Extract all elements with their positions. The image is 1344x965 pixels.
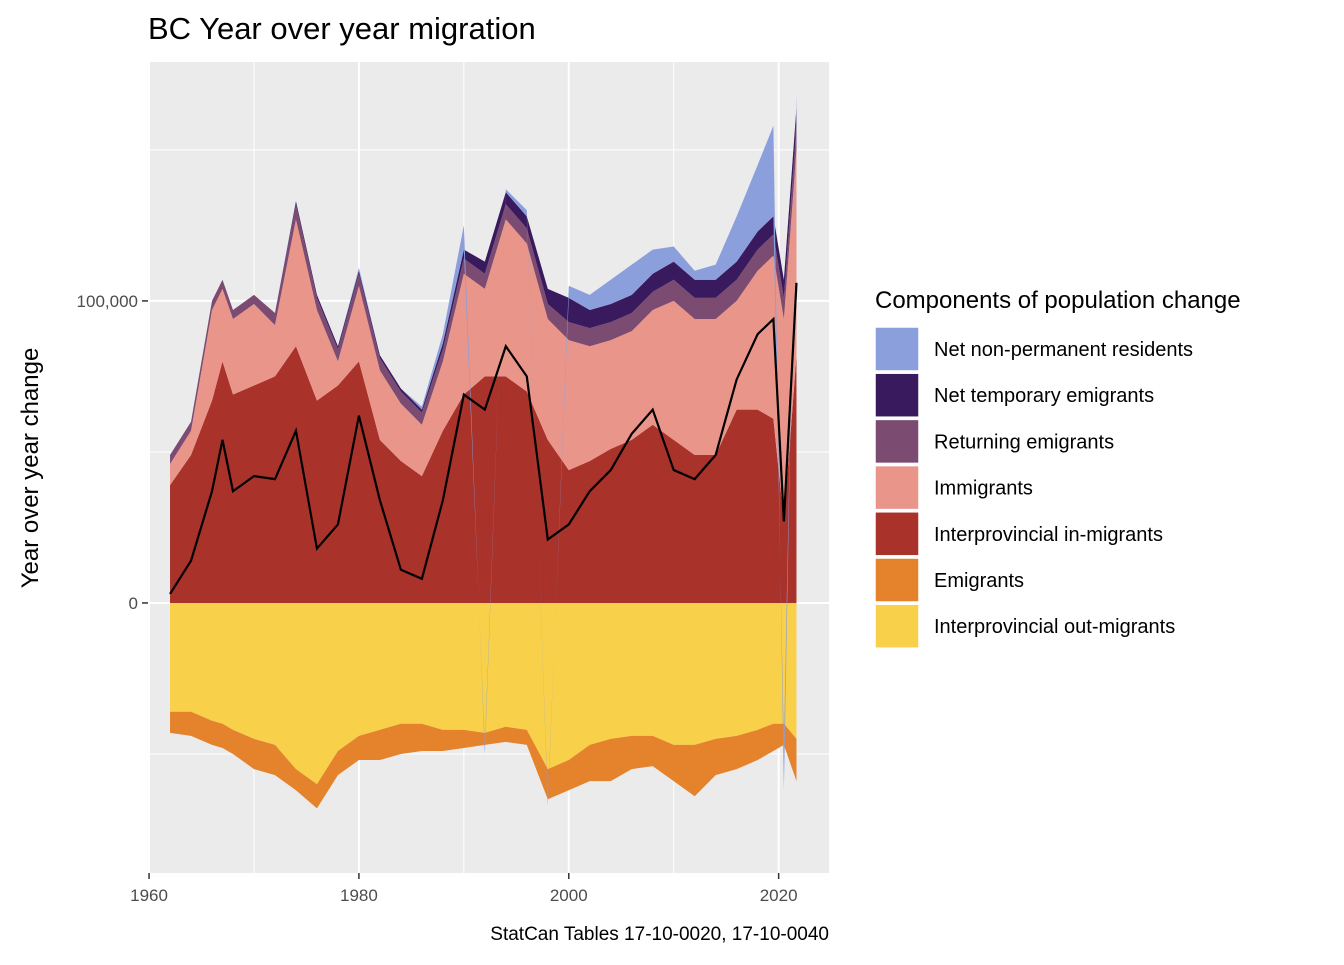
x-tick-label: 1960 xyxy=(130,886,168,905)
area xyxy=(170,149,797,522)
x-tick-label: 2020 xyxy=(760,886,798,905)
area xyxy=(170,125,797,465)
net-line xyxy=(169,282,798,595)
legend-key xyxy=(874,418,920,465)
legend-label: Emigrants xyxy=(934,570,1024,592)
area xyxy=(170,602,797,785)
legend-key xyxy=(874,464,920,511)
y-tick-label: 100,000 xyxy=(77,292,138,311)
x-tick-label: 2000 xyxy=(550,886,588,905)
legend-label: Net non-permanent residents xyxy=(934,339,1193,361)
area xyxy=(170,92,797,806)
areas xyxy=(170,92,797,809)
caption: StatCan Tables 17-10-0020, 17-10-0040 xyxy=(490,924,829,945)
legend-label: Interprovincial in-migrants xyxy=(934,524,1163,546)
legend-key xyxy=(874,557,920,603)
y-axis-label: Year over year change xyxy=(17,348,44,589)
legend-title: Components of population change xyxy=(875,287,1241,314)
x-tick-label: 1980 xyxy=(340,886,378,905)
legend-label: Interprovincial out-migrants xyxy=(934,616,1175,638)
legend-label: Returning emigrants xyxy=(934,431,1114,453)
legend-key xyxy=(874,511,920,557)
chart-title: BC Year over year migration xyxy=(148,11,536,46)
legend-key xyxy=(874,326,920,372)
legend-key xyxy=(874,372,920,418)
legend-label: Immigrants xyxy=(934,478,1033,500)
area xyxy=(170,711,797,809)
y-tick-label: 0 xyxy=(129,594,138,613)
legend-key xyxy=(874,603,920,649)
legend-label: Net temporary emigrants xyxy=(934,385,1154,407)
